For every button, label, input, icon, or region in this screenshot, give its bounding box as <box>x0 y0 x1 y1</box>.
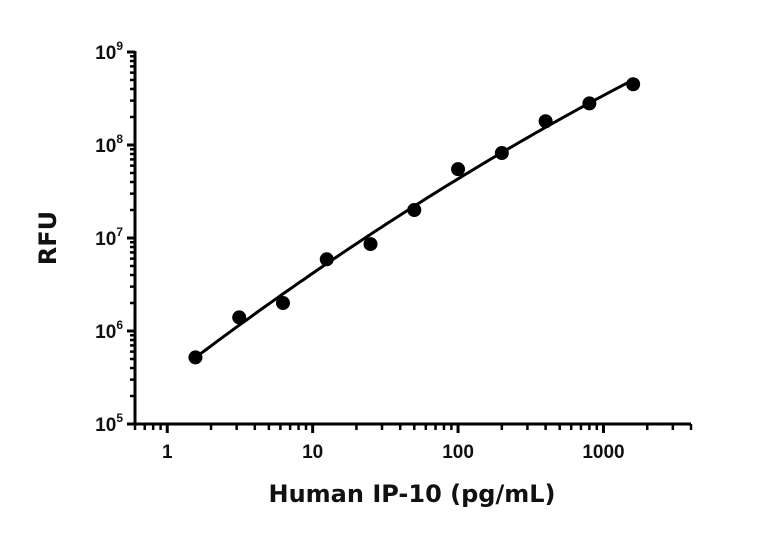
data-point <box>494 146 509 161</box>
data-point <box>275 296 290 311</box>
fit-curve <box>194 78 634 359</box>
x-axis-title: Human IP-10 (pg/mL) <box>269 480 556 508</box>
data-point <box>188 350 203 365</box>
x-tick-label: 10 <box>302 442 323 463</box>
x-tick-label: 1000 <box>582 442 624 463</box>
data-points <box>188 77 641 365</box>
data-point <box>582 96 597 111</box>
axes <box>133 51 691 426</box>
data-point <box>407 203 422 218</box>
x-tick-label: 1 <box>162 442 173 463</box>
y-axis-title: RFU <box>34 211 62 265</box>
y-tick-label: 105 <box>95 411 123 436</box>
data-point <box>538 114 553 129</box>
y-tick-label: 106 <box>95 318 123 343</box>
data-point <box>626 77 641 92</box>
x-tick-label: 100 <box>442 442 474 463</box>
y-tick-label: 107 <box>95 225 123 250</box>
data-point <box>451 162 466 177</box>
y-tick-label: 109 <box>95 39 123 64</box>
y-axis-ticks: 105 106 107 108 109 <box>95 39 135 436</box>
x-axis-ticks: 1 10 100 1000 <box>133 424 693 463</box>
data-point <box>363 237 378 252</box>
y-tick-label: 108 <box>95 132 123 157</box>
data-point <box>232 310 247 325</box>
data-point <box>319 252 334 267</box>
